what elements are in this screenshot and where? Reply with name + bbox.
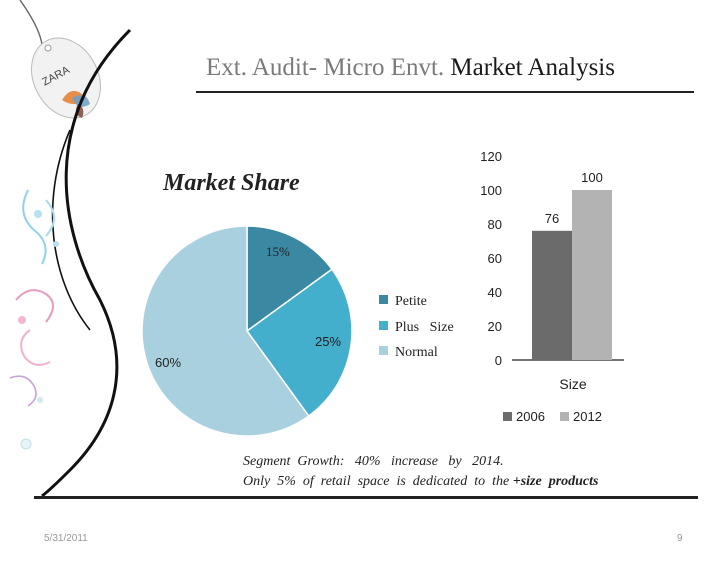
y-tick-label: 0: [495, 353, 502, 368]
bar-legend-swatch-2012: [560, 412, 569, 421]
footer-date: 5/31/2011: [44, 533, 88, 544]
segment-line-2-text: Only 5% of retail space is dedicated to …: [243, 474, 513, 489]
bar-legend-label-2006: 2006: [516, 409, 545, 424]
segment-line-1: Segment Growth: 40% increase by 2014.: [243, 454, 504, 469]
legend-item-plus-size: Plus Size: [379, 320, 454, 336]
legend-label-plus-size: Plus Size: [395, 320, 454, 335]
legend-swatch-normal: [379, 346, 388, 355]
y-tick-label: 120: [480, 149, 502, 164]
pie-slice-normal: [141, 225, 310, 437]
x-category-label: Size: [559, 376, 586, 392]
legend-swatch-petite: [379, 295, 388, 304]
legend-label-normal: Normal: [395, 345, 438, 360]
pie-slice-plus-size: [245, 268, 353, 417]
bar-2006: [532, 230, 572, 360]
y-tick-label: 80: [488, 217, 502, 232]
bar-legend-swatch-2006: [503, 412, 512, 421]
pie-label-normal: 60%: [155, 355, 182, 370]
pie-chart-title: Market Share: [163, 170, 300, 196]
title-underline: [196, 91, 694, 93]
legend-label-petite: Petite: [395, 294, 427, 309]
y-tick-label: 60: [488, 251, 502, 266]
segment-line-2: Only 5% of retail space is dedicated to …: [243, 472, 598, 492]
title-prefix: Ext. Audit- Micro Envt.: [206, 54, 451, 81]
segment-line-2-bold: +size products: [512, 474, 599, 489]
pie-label-petite: 15%: [266, 244, 290, 259]
bar-legend-label-2012: 2012: [573, 409, 602, 424]
decorative-ornament: ZARA: [9, 0, 132, 498]
title-highlight: Market Analysis: [450, 54, 615, 81]
pie-label-plus-size: 25%: [315, 334, 342, 349]
y-tick-label: 100: [480, 183, 502, 198]
bar-value-label-2012: 100: [581, 170, 603, 185]
footer-rule: [34, 496, 698, 499]
bar-2012: [572, 190, 612, 360]
slide-title: Ext. Audit- Micro Envt. Market Analysis: [206, 54, 615, 82]
legend-swatch-plus-size: [379, 321, 388, 330]
legend-item-petite: Petite: [379, 294, 427, 310]
segment-growth-text: Segment Growth: 40% increase by 2014. On…: [243, 452, 598, 492]
legend-item-normal: Normal: [379, 345, 438, 361]
bar-value-label-2006: 76: [545, 211, 559, 226]
y-tick-label: 20: [488, 319, 502, 334]
pie-slice-petite: [246, 225, 333, 333]
page-number: 9: [677, 533, 683, 544]
y-tick-label: 40: [488, 285, 502, 300]
